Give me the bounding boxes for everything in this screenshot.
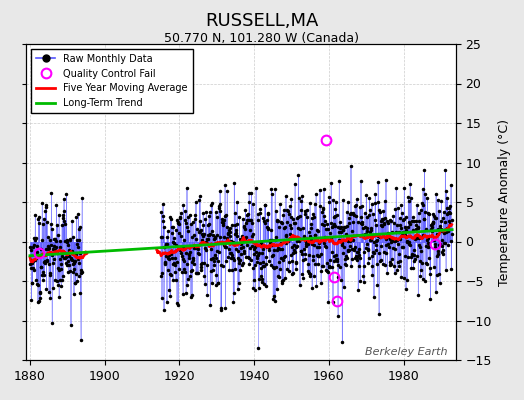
Legend: Raw Monthly Data, Quality Control Fail, Five Year Moving Average, Long-Term Tren: Raw Monthly Data, Quality Control Fail, … [31, 49, 192, 113]
Text: RUSSELL,MA: RUSSELL,MA [205, 12, 319, 30]
Y-axis label: Temperature Anomaly (°C): Temperature Anomaly (°C) [497, 118, 510, 286]
Text: 50.770 N, 101.280 W (Canada): 50.770 N, 101.280 W (Canada) [165, 32, 359, 45]
Text: Berkeley Earth: Berkeley Earth [365, 347, 447, 357]
